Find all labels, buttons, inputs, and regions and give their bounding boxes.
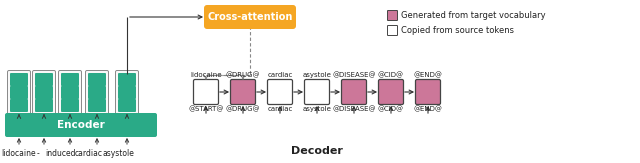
Text: Copied from source tokens: Copied from source tokens — [401, 26, 514, 35]
FancyBboxPatch shape — [61, 73, 79, 86]
Text: asystole: asystole — [303, 72, 332, 78]
Text: @END@: @END@ — [413, 72, 442, 78]
FancyBboxPatch shape — [58, 71, 81, 114]
FancyBboxPatch shape — [204, 5, 296, 29]
FancyBboxPatch shape — [35, 73, 53, 86]
FancyBboxPatch shape — [88, 73, 106, 86]
FancyBboxPatch shape — [193, 80, 218, 104]
FancyBboxPatch shape — [415, 80, 440, 104]
Text: @CID@: @CID@ — [378, 106, 404, 112]
FancyBboxPatch shape — [10, 73, 28, 86]
FancyBboxPatch shape — [387, 10, 397, 21]
FancyBboxPatch shape — [230, 80, 255, 104]
Text: Generated from target vocabulary: Generated from target vocabulary — [401, 11, 546, 20]
Text: Encoder: Encoder — [57, 120, 105, 130]
FancyBboxPatch shape — [305, 80, 330, 104]
FancyBboxPatch shape — [10, 99, 28, 112]
FancyBboxPatch shape — [8, 71, 31, 114]
FancyBboxPatch shape — [118, 73, 136, 86]
Text: @DISEASE@: @DISEASE@ — [332, 106, 376, 112]
Text: asystole: asystole — [102, 149, 134, 158]
FancyBboxPatch shape — [88, 99, 106, 112]
FancyBboxPatch shape — [118, 86, 136, 99]
Text: asystole: asystole — [303, 106, 332, 112]
Text: cardiac: cardiac — [75, 149, 103, 158]
Text: cardiac: cardiac — [268, 72, 292, 78]
FancyBboxPatch shape — [86, 71, 109, 114]
FancyBboxPatch shape — [115, 71, 138, 114]
FancyBboxPatch shape — [61, 86, 79, 99]
FancyBboxPatch shape — [268, 80, 292, 104]
FancyBboxPatch shape — [35, 86, 53, 99]
FancyBboxPatch shape — [342, 80, 367, 104]
Text: lidocaine: lidocaine — [190, 72, 221, 78]
FancyBboxPatch shape — [387, 25, 397, 36]
Text: @END@: @END@ — [413, 106, 442, 112]
Text: induced: induced — [45, 149, 76, 158]
Text: -: - — [36, 149, 40, 158]
Text: @START@: @START@ — [188, 106, 224, 112]
FancyBboxPatch shape — [378, 80, 403, 104]
Text: Decoder: Decoder — [291, 146, 343, 156]
Text: @DISEASE@: @DISEASE@ — [332, 72, 376, 78]
FancyBboxPatch shape — [118, 99, 136, 112]
Text: Cross-attention: Cross-attention — [207, 12, 292, 22]
FancyBboxPatch shape — [5, 113, 157, 137]
Text: @DRUG@: @DRUG@ — [226, 106, 260, 112]
FancyBboxPatch shape — [10, 86, 28, 99]
FancyBboxPatch shape — [61, 99, 79, 112]
Text: cardiac: cardiac — [268, 106, 292, 112]
FancyBboxPatch shape — [35, 99, 53, 112]
FancyBboxPatch shape — [88, 86, 106, 99]
FancyBboxPatch shape — [33, 71, 56, 114]
Text: @CID@: @CID@ — [378, 72, 404, 78]
Text: lidocaine: lidocaine — [2, 149, 36, 158]
Text: @DRUG@: @DRUG@ — [226, 72, 260, 78]
